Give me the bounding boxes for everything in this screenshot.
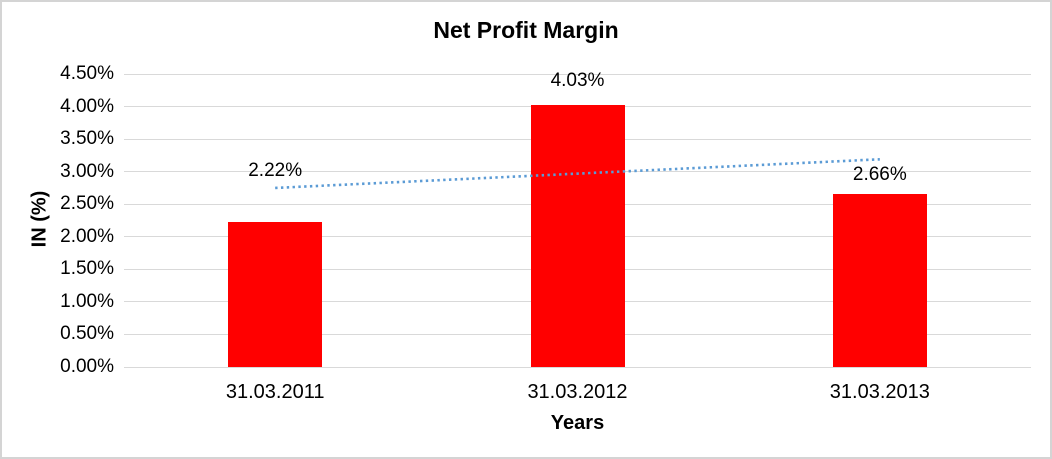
x-axis-category-label: 31.03.2013 [829, 381, 930, 403]
x-axis-category-label: 31.03.2011 [225, 381, 325, 403]
y-axis-tick-label: 2.50% [60, 193, 114, 215]
bar [228, 222, 323, 367]
y-axis-tick-label: 4.00% [60, 95, 114, 117]
y-axis-tick-label: 0.00% [60, 356, 114, 377]
gridline [124, 73, 1031, 75]
bar-data-label: 2.22% [248, 160, 303, 182]
bar [530, 104, 625, 367]
y-axis-tick-label: 1.50% [60, 258, 114, 280]
gridline [124, 366, 1031, 368]
bar-data-label: 2.66% [852, 163, 907, 185]
y-axis-tick-label: 3.00% [60, 160, 114, 182]
x-axis-category-label: 31.03.2012 [527, 381, 628, 403]
y-axis-tick-label: 4.50% [60, 63, 114, 84]
bar-data-label: 4.03% [550, 69, 605, 91]
y-axis-tick-label: 3.50% [60, 128, 114, 150]
y-axis-tick-label: 1.00% [60, 290, 114, 312]
y-axis-tick-label: 0.50% [60, 323, 114, 345]
chart-title: Net Profit Margin [433, 17, 619, 43]
y-axis-tick-label: 2.00% [60, 225, 114, 247]
bar [832, 193, 927, 367]
x-axis-title: Years [550, 412, 605, 434]
